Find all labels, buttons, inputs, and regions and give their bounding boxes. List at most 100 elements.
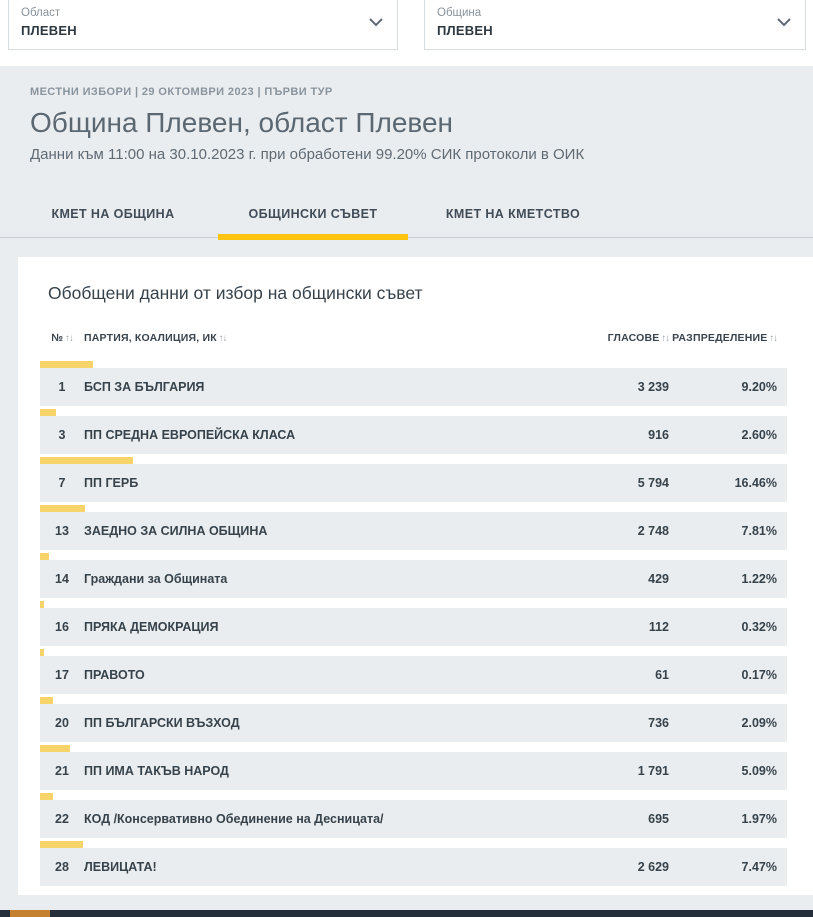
election-meta: МЕСТНИ ИЗБОРИ | 29 ОКТОМВРИ 2023 | ПЪРВИ… [30,86,333,98]
section-title: Обобщени данни от избор на общински съве… [48,283,423,303]
chevron-down-icon [777,17,791,27]
party-share: 7.47% [741,860,777,874]
sort-icon: ↑↓ [661,333,670,344]
column-header-num[interactable]: № ↑↓ [51,332,73,344]
party-name: Граждани за Общината [84,572,228,586]
obshtina-select[interactable]: Община ПЛЕВЕН [424,0,806,50]
party-row[interactable]: 16 ПРЯКА ДЕМОКРАЦИЯ 112 0.32% [40,608,787,646]
party-number: 21 [55,764,69,778]
party-votes: 2 748 [637,524,669,538]
table-row: 13 ЗАЕДНО ЗА СИЛНА ОБЩИНА 2 748 7.81% [40,505,787,550]
party-name: ПП СРЕДНА ЕВРОПЕЙСКА КЛАСА [84,428,296,442]
party-name: ЛЕВИЦАТА! [84,860,157,874]
party-share: 16.46% [734,476,777,490]
oblast-select[interactable]: Област ПЛЕВЕН [8,0,398,50]
party-row[interactable]: 21 ПП ИМА ТАКЪВ НАРОД 1 791 5.09% [40,752,787,790]
party-share: 0.17% [741,668,777,682]
party-row[interactable]: 28 ЛЕВИЦАТА! 2 629 7.47% [40,848,787,886]
share-bar [40,601,44,608]
party-share: 1.22% [741,572,777,586]
tab-label: КМЕТ НА ОБЩИНА [51,207,175,221]
party-votes: 916 [648,428,669,442]
party-row[interactable]: 20 ПП БЪЛГАРСКИ ВЪЗХОД 736 2.09% [40,704,787,742]
party-name: ПРАВОТО [84,668,145,682]
party-row[interactable]: 14 Граждани за Общината 429 1.22% [40,560,787,598]
party-votes: 695 [648,812,669,826]
column-header-share[interactable]: РАЗПРЕДЕЛЕНИЕ ↑↓ [672,332,778,344]
tab-label: ОБЩИНСКИ СЪВЕТ [248,207,378,221]
share-bar [40,409,56,416]
results-card: Обобщени данни от избор на общински съве… [18,257,813,895]
page-header: МЕСТНИ ИЗБОРИ | 29 ОКТОМВРИ 2023 | ПЪРВИ… [0,66,813,163]
share-bar [40,697,53,704]
party-number: 3 [58,428,66,442]
share-bar [40,793,53,800]
party-row[interactable]: 1 БСП ЗА БЪЛГАРИЯ 3 239 9.20% [40,368,787,406]
share-bar [40,841,83,848]
table-row: 3 ПП СРЕДНА ЕВРОПЕЙСКА КЛАСА 916 2.60% [40,409,787,454]
footer-bar [0,910,813,917]
column-header-votes[interactable]: ГЛАСОВЕ ↑↓ [607,332,670,344]
party-row[interactable]: 17 ПРАВОТО 61 0.17% [40,656,787,694]
oblast-select-label: Област [21,7,61,19]
party-share: 2.09% [741,716,777,730]
share-bar [40,505,85,512]
oblast-select-value: ПЛЕВЕН [21,23,77,38]
table-row: 21 ПП ИМА ТАКЪВ НАРОД 1 791 5.09% [40,745,787,790]
party-name: БСП ЗА БЪЛГАРИЯ [84,380,205,394]
sort-icon: ↑↓ [65,333,73,344]
party-name: ПП ГЕРБ [84,476,139,490]
footer-accent-block [10,910,50,917]
party-name: ПП БЪЛГАРСКИ ВЪЗХОД [84,716,240,730]
party-share: 7.81% [741,524,777,538]
data-status-text: Данни към 11:00 на 30.10.2023 г. при обр… [30,146,585,163]
sort-icon: ↑↓ [769,333,778,344]
table-row: 20 ПП БЪЛГАРСКИ ВЪЗХОД 736 2.09% [40,697,787,742]
sort-icon: ↑↓ [218,333,227,344]
party-number: 13 [55,524,69,538]
table-row: 28 ЛЕВИЦАТА! 2 629 7.47% [40,841,787,886]
table-row: 22 КОД /Консервативно Обединение на Десн… [40,793,787,838]
tab-3[interactable]: КМЕТ НА КМЕТСТВО [418,193,608,237]
party-name: КОД /Консервативно Обединение на Десница… [84,812,384,826]
party-number: 20 [55,716,69,730]
party-share: 1.97% [741,812,777,826]
party-share: 9.20% [741,380,777,394]
tab-1[interactable]: КМЕТ НА ОБЩИНА [18,193,208,237]
party-row[interactable]: 22 КОД /Консервативно Обединение на Десн… [40,800,787,838]
tab-bar: КМЕТ НА ОБЩИНА ОБЩИНСКИ СЪВЕТ КМЕТ НА КМ… [0,193,813,240]
party-number: 22 [55,812,69,826]
party-votes: 1 791 [637,764,669,778]
obshtina-select-value: ПЛЕВЕН [437,23,493,38]
chevron-down-icon [369,17,383,27]
party-votes: 2 629 [637,860,669,874]
party-number: 14 [55,572,69,586]
party-row[interactable]: 3 ПП СРЕДНА ЕВРОПЕЙСКА КЛАСА 916 2.60% [40,416,787,454]
party-row[interactable]: 13 ЗАЕДНО ЗА СИЛНА ОБЩИНА 2 748 7.81% [40,512,787,550]
table-row: 7 ПП ГЕРБ 5 794 16.46% [40,457,787,502]
party-votes: 5 794 [637,476,669,490]
filter-bar: Област ПЛЕВЕН Община ПЛЕВЕН [0,0,813,66]
party-share: 2.60% [741,428,777,442]
party-number: 17 [55,668,69,682]
party-name: ПП ИМА ТАКЪВ НАРОД [84,764,229,778]
party-row[interactable]: 7 ПП ГЕРБ 5 794 16.46% [40,464,787,502]
table-row: 17 ПРАВОТО 61 0.17% [40,649,787,694]
party-share: 5.09% [741,764,777,778]
share-bar [40,553,49,560]
tab-2[interactable]: ОБЩИНСКИ СЪВЕТ [218,193,408,240]
table-row: 1 БСП ЗА БЪЛГАРИЯ 3 239 9.20% [40,361,787,406]
table-row: 14 Граждани за Общината 429 1.22% [40,553,787,598]
party-votes: 736 [648,716,669,730]
column-header-party[interactable]: ПАРТИЯ, КОАЛИЦИЯ, ИК ↑↓ [84,332,227,344]
share-bar [40,457,133,464]
party-votes: 429 [648,572,669,586]
table-row: 16 ПРЯКА ДЕМОКРАЦИЯ 112 0.32% [40,601,787,646]
page-title: Община Плевен, област Плевен [30,107,453,138]
party-number: 1 [58,380,66,394]
party-number: 16 [55,620,69,634]
party-name: ПРЯКА ДЕМОКРАЦИЯ [84,620,219,634]
party-share: 0.32% [741,620,777,634]
results-table-body: 1 БСП ЗА БЪЛГАРИЯ 3 239 9.20% 3 ПП СРЕДН… [18,361,813,886]
obshtina-select-label: Община [437,7,482,19]
